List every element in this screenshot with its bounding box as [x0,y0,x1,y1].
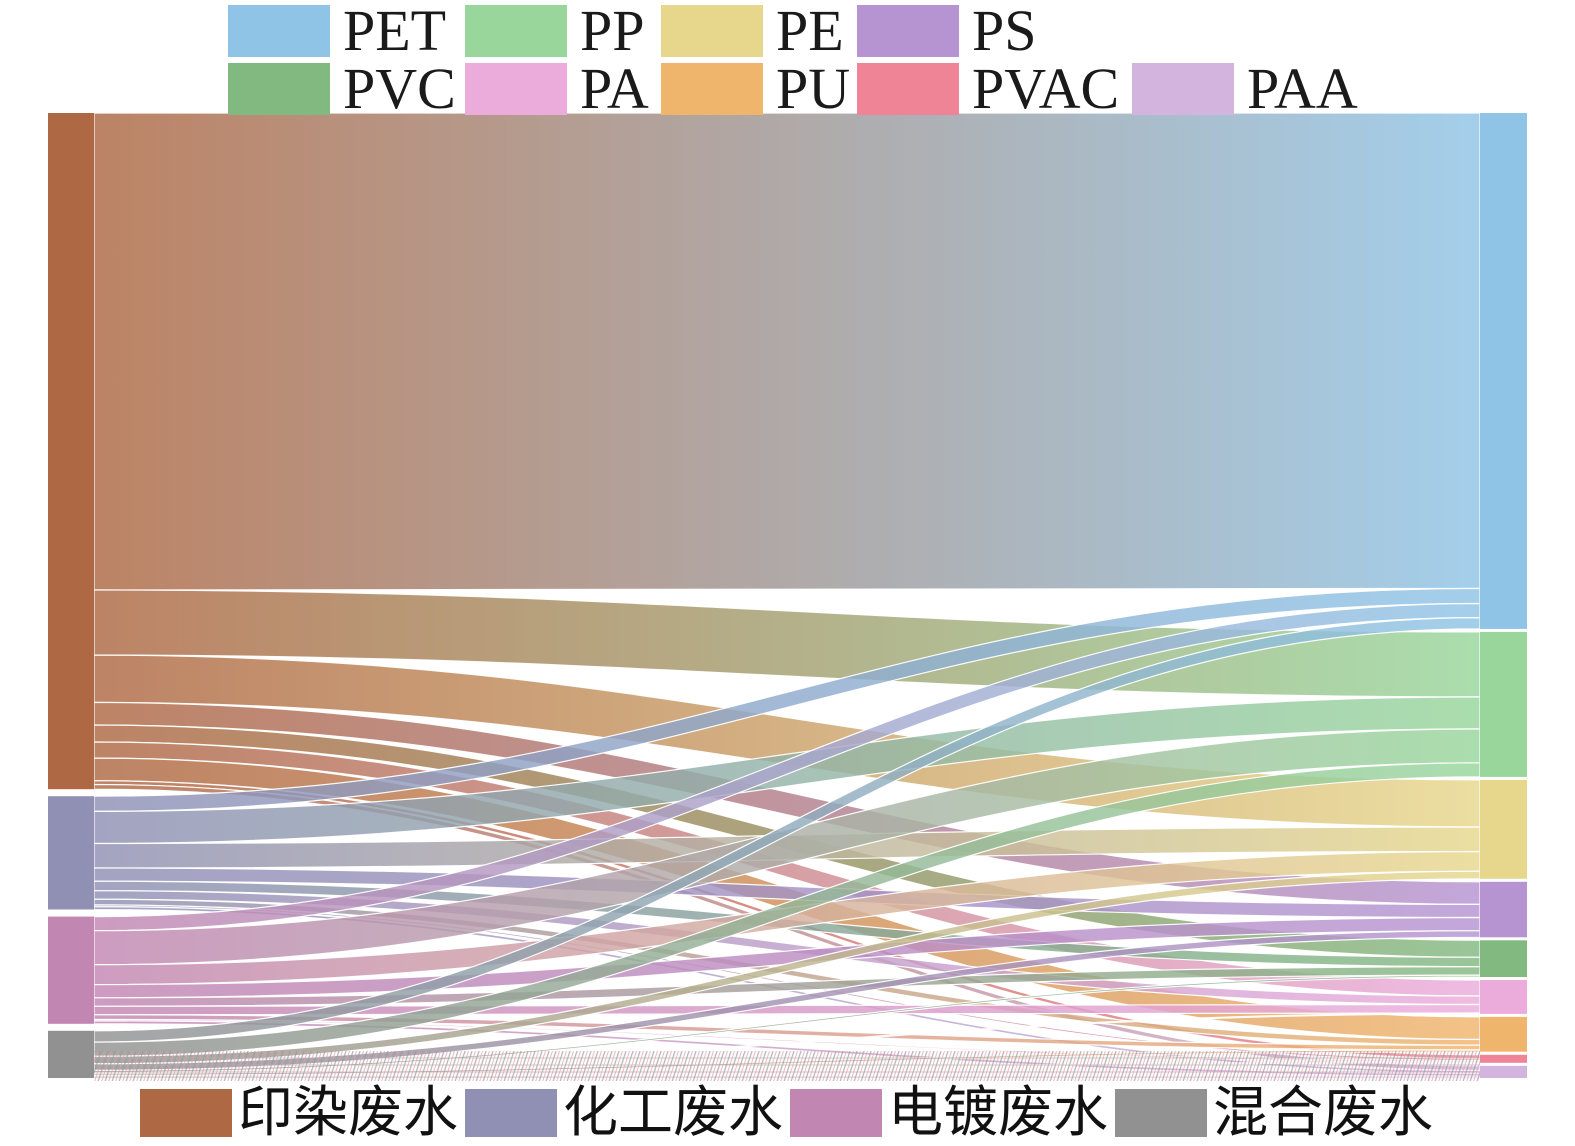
legend-item-pvac: PVAC [857,55,1132,121]
polymer-legend: PET PP PE PS PVC PA PU PVAC PAA [228,0,1358,121]
micro-flows-hatch-band [94,1051,1480,1081]
target-node-PVAC [1480,1054,1527,1063]
target-node-PE [1480,779,1527,879]
legend-label-dyeing: 印染废水 [238,1082,459,1143]
legend-label-ps: PS [972,0,1037,63]
legend-label-pu: PU [776,55,851,121]
legend-label-pet: PET [343,0,447,63]
legend-item-paa: PAA [1132,55,1358,121]
legend-item-electroplating: 电镀废水 [790,1082,1109,1143]
legend-item-mixed: 混合废水 [1115,1082,1434,1143]
source-node-electroplating [48,916,94,1024]
target-node-PP [1480,631,1527,777]
legend-label-pvc: PVC [343,55,456,121]
legend-label-chemical: 化工废水 [563,1082,784,1143]
source-node-mixed [48,1030,94,1078]
legend-swatch-pu-icon [661,62,763,115]
legend-swatch-pa-icon [465,62,567,115]
legend-item-pet: PET [228,0,465,63]
legend-swatch-pvc-icon [228,62,330,115]
legend-item-pvc: PVC [228,55,465,121]
legend-label-pp: PP [580,0,645,63]
flow-ribbon-dyeing-PET [93,112,1481,591]
wastewater-legend: 印染废水 化工废水 电镀废水 混合废水 [140,1082,1440,1143]
legend-item-dyeing: 印染废水 [140,1082,459,1143]
legend-swatch-pp-icon [465,4,567,57]
legend-swatch-pet-icon [228,4,330,57]
legend-swatch-pe-icon [661,4,763,57]
legend-item-pu: PU [661,55,857,121]
legend-label-pa: PA [580,55,649,121]
target-node-PVC [1480,940,1527,977]
legend-swatch-chemical-icon [465,1089,558,1137]
legend-swatch-ps-icon [857,4,959,57]
legend-item-chemical: 化工废水 [465,1082,784,1143]
target-node-PAA [1480,1065,1527,1078]
legend-swatch-paa-icon [1132,62,1234,115]
target-node-PU [1480,1016,1527,1052]
legend-item-ps: PS [857,0,1132,63]
legend-item-pe: PE [661,0,857,63]
legend-label-paa: PAA [1247,55,1358,121]
legend-label-mixed: 混合废水 [1213,1082,1434,1143]
source-node-chemical [48,796,94,910]
target-node-PS [1480,881,1527,938]
target-node-PET [1480,113,1527,629]
legend-swatch-electroplating-icon [790,1089,883,1137]
source-node-dyeing [48,113,94,790]
legend-item-pp: PP [465,0,661,63]
legend-swatch-dyeing-icon [140,1089,232,1137]
legend-label-electroplating: 电镀废水 [888,1082,1109,1143]
legend-swatch-mixed-icon [1115,1089,1208,1137]
target-node-PA [1480,980,1527,1014]
legend-label-pvac: PVAC [972,55,1120,121]
legend-label-pe: PE [776,0,844,63]
legend-item-pa: PA [465,55,661,121]
legend-swatch-pvac-icon [857,62,959,115]
